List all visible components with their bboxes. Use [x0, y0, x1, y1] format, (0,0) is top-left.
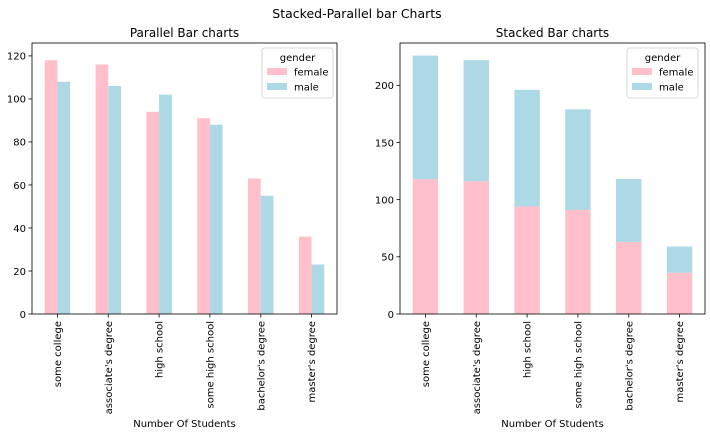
- x-axis-label: Number Of Students: [133, 419, 236, 430]
- legend: gender female male: [261, 47, 334, 99]
- x-tick-label-master-s-degree: master's degree: [675, 321, 686, 402]
- x-tick-label-master-s-degree: master's degree: [307, 321, 318, 402]
- y-tick-label: 150: [375, 138, 394, 149]
- x-tick-label-high-school: high school: [523, 321, 534, 378]
- bar-female-bachelor-s-degree: [248, 178, 261, 314]
- legend-title: gender: [645, 53, 681, 64]
- y-tick-label: 100: [7, 95, 26, 106]
- stacked-bar-chart: 0 50 100 150 200 some college associate's degr…: [375, 26, 706, 430]
- legend-entry-male: male: [294, 83, 319, 94]
- bar-male-high-school: [514, 89, 540, 207]
- x-tick-label-associate-s-degree: associate's degree: [472, 321, 483, 414]
- bar-female-master-s-degree: [666, 272, 693, 314]
- bar-female-some-high-school: [565, 209, 591, 314]
- bar-male-some-high-school: [209, 124, 223, 314]
- y-tick-label: 200: [375, 81, 394, 92]
- y-tick-label: 20: [13, 267, 26, 278]
- bar-male-bachelor-s-degree: [616, 179, 642, 242]
- legend-swatch-male: [632, 83, 652, 90]
- bar-female-high-school: [146, 111, 160, 314]
- legend-entry-female: female: [294, 68, 328, 79]
- legend-swatch-male: [267, 83, 287, 90]
- bar-female-some-college: [412, 179, 439, 314]
- bar-female-some-high-school: [197, 118, 210, 315]
- chart-title: Parallel Bar charts: [130, 26, 239, 40]
- bar-male-associate-s-degree: [108, 86, 121, 315]
- legend-entry-male: male: [659, 83, 684, 94]
- x-axis-label: Number Of Students: [501, 419, 604, 430]
- y-tick-label: 80: [13, 138, 26, 149]
- bar-female-some-college: [44, 60, 58, 315]
- x-tick-label-some-high-school: some high school: [573, 321, 584, 408]
- y-tick-label: 120: [7, 52, 26, 63]
- legend-swatch-female: [267, 68, 287, 75]
- x-tick-label-some-college: some college: [53, 321, 64, 387]
- y-tick-label: 60: [13, 181, 26, 192]
- y-tick-label: 50: [381, 253, 394, 264]
- parallel-bar-chart: 0 20 40 60 80 100 120 some college associate's d…: [7, 26, 338, 430]
- legend: gender female male: [626, 47, 699, 99]
- legend-entry-female: female: [659, 68, 693, 79]
- bar-male-some-college: [57, 81, 71, 314]
- bar-male-master-s-degree: [311, 264, 325, 314]
- chart-title: Stacked Bar charts: [496, 26, 609, 40]
- bar-female-associate-s-degree: [95, 64, 109, 314]
- bar-male-some-college: [412, 55, 439, 180]
- x-tick-label-some-high-school: some high school: [205, 321, 216, 408]
- bar-female-bachelor-s-degree: [616, 241, 642, 314]
- bar-female-master-s-degree: [298, 236, 312, 314]
- bar-male-associate-s-degree: [463, 60, 489, 182]
- y-tick-label: 0: [20, 310, 26, 321]
- x-tick-label-bachelor-s-degree: bachelor's degree: [256, 321, 267, 411]
- x-tick-label-high-school: high school: [155, 321, 166, 378]
- axes-frame: [399, 42, 706, 315]
- bar-male-bachelor-s-degree: [260, 195, 274, 314]
- y-tick-label: 40: [13, 224, 26, 235]
- bar-male-some-high-school: [565, 109, 591, 210]
- y-tick-label: 100: [375, 195, 394, 206]
- legend-title: gender: [280, 53, 316, 64]
- bar-male-master-s-degree: [666, 246, 693, 273]
- bar-female-high-school: [514, 206, 540, 314]
- y-tick-label: 0: [388, 310, 394, 321]
- x-tick-label-some-college: some college: [421, 321, 432, 387]
- figure-suptitle: Stacked-Parallel bar Charts: [272, 6, 441, 21]
- bar-female-associate-s-degree: [463, 181, 489, 314]
- x-tick-label-associate-s-degree: associate's degree: [104, 321, 115, 414]
- bar-male-high-school: [159, 94, 172, 314]
- axes-frame: [31, 42, 338, 315]
- legend-swatch-female: [632, 68, 652, 75]
- x-tick-label-bachelor-s-degree: bachelor's degree: [624, 321, 635, 411]
